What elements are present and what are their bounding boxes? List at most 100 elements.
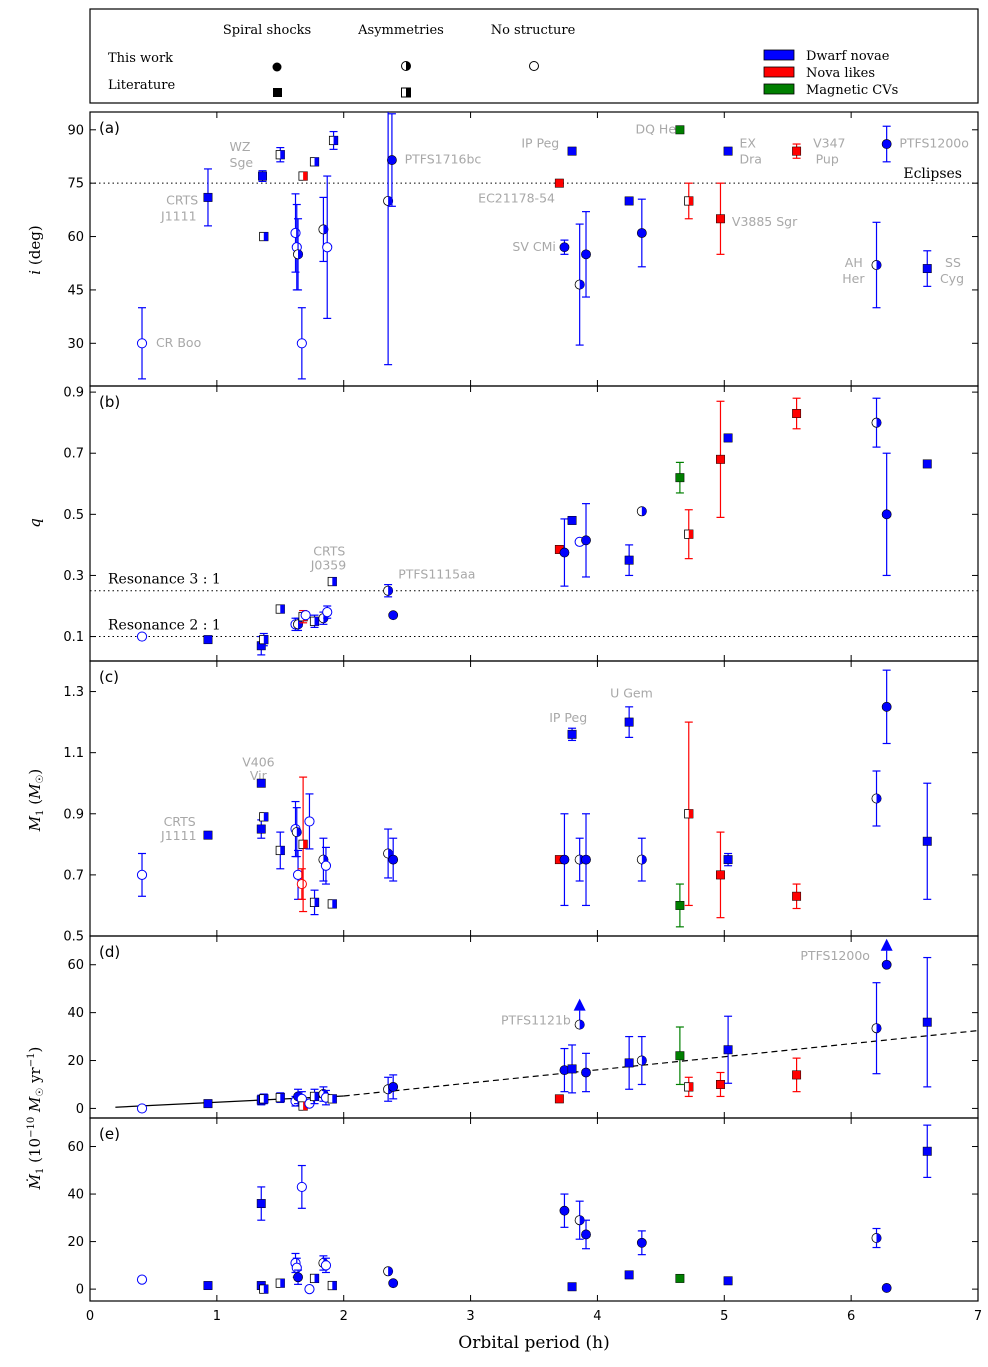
data-point [581, 1052, 591, 1093]
annotation: IP Peg [549, 710, 587, 725]
annotation: Pup [816, 152, 839, 167]
data-point [871, 770, 882, 827]
annotation: Her [842, 271, 865, 286]
x-tick-label: 1 [213, 1309, 221, 1324]
annotation: SV CMi [512, 239, 555, 254]
annotation: U Gem [610, 686, 653, 701]
data-point [881, 125, 892, 163]
legend-frame [89, 8, 979, 104]
data-point [636, 837, 647, 882]
y-tick-label: 0.9 [63, 386, 84, 401]
data-point [309, 157, 320, 167]
data-point [275, 146, 285, 163]
legend-label-dwarf-novae: Dwarf novae [806, 49, 890, 64]
data-point [871, 397, 882, 448]
marker-filled-square [716, 1080, 725, 1089]
legend-swatch-dwarf-novae [763, 49, 795, 61]
data-point [304, 793, 315, 850]
marker-filled-square [792, 146, 802, 156]
data-point [259, 1093, 269, 1105]
annotation: IP Peg [521, 136, 559, 151]
data-point [573, 998, 586, 1030]
x-tick-label: 7 [974, 1309, 982, 1324]
marker-filled-square [723, 1045, 733, 1055]
y-tick-label: 0.9 [63, 807, 84, 822]
data-point [388, 1278, 399, 1289]
data-point [684, 509, 694, 560]
marker-filled-square [675, 473, 685, 483]
data-point [383, 828, 394, 879]
marker-half-fill [263, 635, 268, 644]
annotation: SS [945, 255, 961, 270]
data-point [298, 776, 308, 913]
annotation: CRTS [166, 193, 198, 208]
panel-frame [89, 660, 979, 937]
marker-filled-circle [581, 854, 591, 865]
annotation: CRTS [313, 544, 345, 559]
marker-filled-circle [387, 155, 397, 165]
y-tick-label: 0.5 [63, 930, 84, 945]
data-point [259, 632, 269, 647]
y-tick-label: 45 [67, 283, 84, 298]
marker-half-fill [314, 157, 319, 167]
data-point [684, 1076, 694, 1098]
marker-half-fill [263, 1284, 268, 1294]
y-tick-label: 0.3 [63, 569, 84, 584]
marker-filled-square [256, 824, 266, 834]
marker-half-fill [641, 1055, 647, 1066]
marker-half-fill [303, 171, 308, 181]
panel-e: 0 20 40 60 (e) [67, 1117, 979, 1302]
data-point [567, 1282, 577, 1292]
x-tick-label: 6 [847, 1309, 855, 1324]
legend-swatch-magnetic-cvs [763, 83, 795, 95]
panel-frame [89, 385, 979, 662]
x-axis: 0 1 2 3 4 5 6 7 [86, 1309, 982, 1324]
marker-filled-square [554, 1094, 564, 1104]
data-point [574, 1200, 585, 1240]
data-point [559, 1047, 570, 1093]
data-point [684, 721, 694, 907]
marker-filled-circle [559, 547, 570, 558]
y-tick-label: 1.1 [63, 746, 84, 761]
marker-half-fill [280, 1093, 285, 1102]
annotation: PTFS1200o [800, 948, 870, 963]
marker-filled-square [922, 1146, 932, 1156]
marker-filled-square [554, 178, 564, 188]
lower-limit-arrow [880, 938, 893, 951]
legend-row-thiswork: This work [108, 51, 173, 66]
marker-filled-square [624, 196, 634, 206]
data-point [383, 584, 394, 598]
data-point [675, 125, 685, 135]
y-tick-label: 60 [67, 1140, 84, 1155]
legend-label-nova-likes: Nova likes [806, 66, 875, 81]
annotation: J0359 [310, 557, 347, 572]
data-point [256, 819, 266, 839]
data-point [293, 1269, 303, 1285]
marker-half-fill [280, 846, 285, 855]
marker-open-circle [320, 1260, 332, 1271]
y-tick-label: 40 [67, 1006, 84, 1021]
data-point [922, 250, 932, 287]
panel-label: (a) [99, 119, 120, 137]
annotation: WZ [230, 139, 251, 154]
marker-open-circle [136, 1274, 148, 1285]
data-point [318, 837, 329, 882]
x-tick-label: 0 [86, 1309, 94, 1324]
marker-open-circle [296, 878, 307, 890]
y-tick-label: 20 [67, 1054, 84, 1069]
marker-open-circle [296, 1181, 307, 1193]
data-point [203, 635, 213, 645]
data-point [309, 1088, 320, 1105]
marker-filled-circle [293, 1272, 303, 1283]
marker-half-fill [296, 827, 302, 837]
data-point [259, 1284, 269, 1294]
data-point [636, 506, 647, 517]
legend-label-magnetic-cvs: Magnetic CVs [806, 83, 898, 98]
data-point [259, 812, 269, 822]
marker-filled-square [723, 1276, 733, 1286]
legend-col-asym: Asymmetries [357, 23, 444, 38]
marker-filled-square [922, 264, 932, 274]
marker-filled-circle [881, 139, 892, 149]
legend: Spiral shocks Asymmetries No structure T… [89, 8, 979, 104]
